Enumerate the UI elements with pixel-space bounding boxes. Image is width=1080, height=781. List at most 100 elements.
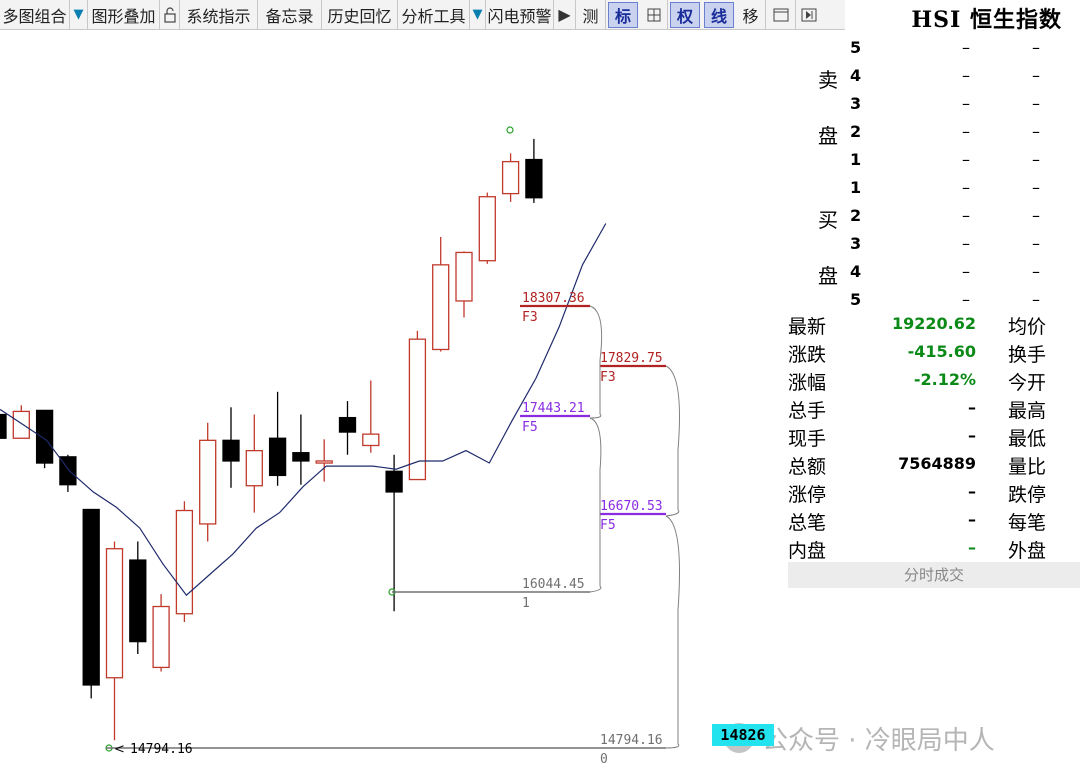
candle-body bbox=[455, 251, 473, 302]
side-label: 盘 bbox=[818, 124, 838, 148]
fib-level-tag: F3 bbox=[600, 370, 616, 385]
level-volume: – bbox=[1032, 290, 1040, 309]
sell-level-row: 5 – – bbox=[786, 34, 1080, 62]
toolbar-mark-button[interactable]: 标 bbox=[608, 1, 638, 28]
candle-body bbox=[129, 559, 147, 643]
candle-body bbox=[408, 338, 427, 481]
quote-label: 总手 bbox=[788, 400, 827, 422]
level-number: 1 bbox=[850, 150, 862, 169]
sell-level-row: 盘 2 – – bbox=[786, 118, 1080, 148]
buy-level-row: 1 – – bbox=[786, 174, 1080, 202]
candle-body bbox=[292, 452, 310, 462]
candle-body bbox=[105, 548, 124, 679]
toolbar-multi-chart-button[interactable]: 多图组合 bbox=[0, 0, 70, 30]
toolbar-history-button[interactable]: 历史回忆 bbox=[322, 0, 398, 30]
toolbar-indicator-button[interactable]: 系统指示 bbox=[180, 0, 258, 30]
toolbar-analysis-button[interactable]: 分析工具 bbox=[398, 0, 470, 30]
quote-value: – bbox=[968, 482, 976, 501]
buy-level-row: 盘 4 – – bbox=[786, 258, 1080, 288]
level-volume: – bbox=[1032, 94, 1040, 113]
quote-row: 总手 – 最高 bbox=[786, 394, 1080, 422]
level-number: 4 bbox=[850, 262, 862, 281]
quote-value: 19220.62 bbox=[891, 314, 976, 333]
lock-icon[interactable] bbox=[160, 0, 180, 30]
fib-level-tag: 1 bbox=[522, 596, 530, 611]
level-price: – bbox=[962, 262, 970, 281]
toolbar-measure-button[interactable]: 测 bbox=[576, 0, 606, 30]
level-volume: – bbox=[1032, 262, 1040, 281]
candle-body bbox=[432, 264, 450, 351]
quote-label: 涨幅 bbox=[788, 372, 827, 394]
fib-level-value: 14794.16 bbox=[600, 733, 663, 748]
candle-body bbox=[315, 460, 333, 464]
side-label: 卖 bbox=[818, 68, 838, 92]
toolbar-memo-button[interactable]: 备忘录 bbox=[258, 0, 322, 30]
sell-level-row: 3 – – bbox=[786, 90, 1080, 118]
level-number: 4 bbox=[850, 66, 862, 85]
play-icon[interactable]: ▶ bbox=[554, 0, 576, 30]
toolbar-move-button[interactable]: 移 bbox=[736, 0, 766, 30]
fib-bracket bbox=[665, 515, 680, 749]
candle-body bbox=[268, 437, 287, 477]
dropdown-arrow-icon[interactable]: ▼ bbox=[470, 0, 486, 30]
toolbar-line-button[interactable]: 线 bbox=[704, 1, 734, 28]
watermark-text: 公众号 · 冷眼局中人 bbox=[762, 725, 995, 756]
toolbar-rights-button[interactable]: 权 bbox=[670, 1, 700, 28]
quote-row: 总额 7564889 量比 bbox=[786, 450, 1080, 478]
fib-bracket bbox=[589, 305, 603, 419]
quote-panel: HSI 恒生指数 5– – 卖 4– –3– – 盘 2– –1– –1– – 买 2– –3– – 盘 4– –… bbox=[786, 0, 1080, 600]
quote-label: 现手 bbox=[788, 428, 827, 450]
level-volume: – bbox=[1032, 122, 1040, 141]
sell-level-row: 卖 4 – – bbox=[786, 62, 1080, 92]
level-price: – bbox=[962, 38, 970, 57]
quote-label: 最新 bbox=[788, 316, 827, 338]
quote-label: 总笔 bbox=[788, 512, 827, 534]
quote-value: – bbox=[968, 398, 976, 417]
fib-bracket bbox=[589, 417, 602, 593]
toolbar-alert-button[interactable]: 闪电预警 bbox=[486, 0, 554, 30]
fib-level-value: 17443.21 bbox=[522, 401, 585, 416]
high-marker bbox=[506, 126, 514, 134]
buy-level-row: 3 – – bbox=[786, 230, 1080, 258]
quote-label: 最高 bbox=[1008, 400, 1047, 422]
quote-row: 现手 – 最低 bbox=[786, 422, 1080, 450]
window-icon[interactable] bbox=[766, 0, 796, 30]
quote-label: 涨停 bbox=[788, 484, 827, 506]
dropdown-arrow-icon[interactable]: ▼ bbox=[70, 0, 88, 30]
fib-level-value: 16044.45 bbox=[522, 577, 585, 592]
level-number: 5 bbox=[850, 38, 862, 57]
level-price: – bbox=[962, 122, 970, 141]
quote-label: 最低 bbox=[1008, 428, 1047, 450]
next-panel-icon[interactable] bbox=[796, 0, 822, 30]
fib-level-value: 16670.53 bbox=[600, 499, 663, 514]
grid-icon[interactable] bbox=[640, 0, 668, 30]
quote-value: – bbox=[968, 538, 976, 557]
candle-body bbox=[199, 439, 217, 525]
low-price-label: 14794.16 bbox=[130, 742, 193, 757]
level-price: – bbox=[962, 234, 970, 253]
candle-body bbox=[525, 158, 543, 199]
level-price: – bbox=[962, 94, 970, 113]
index-title: HSI 恒生指数 bbox=[911, 7, 1062, 33]
fib-level-tag: F3 bbox=[522, 310, 538, 325]
quote-label: 总额 bbox=[788, 456, 827, 478]
quote-label: 今开 bbox=[1008, 372, 1047, 394]
level-number: 5 bbox=[850, 290, 862, 309]
toolbar-overlay-button[interactable]: 图形叠加 bbox=[88, 0, 160, 30]
fib-level-value: 17829.75 bbox=[600, 351, 663, 366]
candle-body bbox=[0, 413, 7, 439]
quote-label: 量比 bbox=[1008, 456, 1047, 478]
side-label: 买 bbox=[818, 208, 838, 232]
level-volume: – bbox=[1032, 66, 1040, 85]
sell-level-row: 1 – – bbox=[786, 146, 1080, 174]
candle-body bbox=[362, 433, 380, 447]
level-number: 3 bbox=[850, 234, 862, 253]
quote-label: 外盘 bbox=[1008, 540, 1047, 562]
buy-level-row: 5 – – bbox=[786, 286, 1080, 314]
tab-tick-trades[interactable]: 分时成交 bbox=[788, 562, 1080, 588]
level-number: 2 bbox=[850, 206, 862, 225]
kline-chart[interactable]: 18307.36 F3 17443.21 F5 16044.45 1 17829.75 F3 1… bbox=[0, 30, 790, 781]
level-price: – bbox=[962, 66, 970, 85]
level-price: – bbox=[962, 206, 970, 225]
quote-label: 每笔 bbox=[1008, 512, 1047, 534]
